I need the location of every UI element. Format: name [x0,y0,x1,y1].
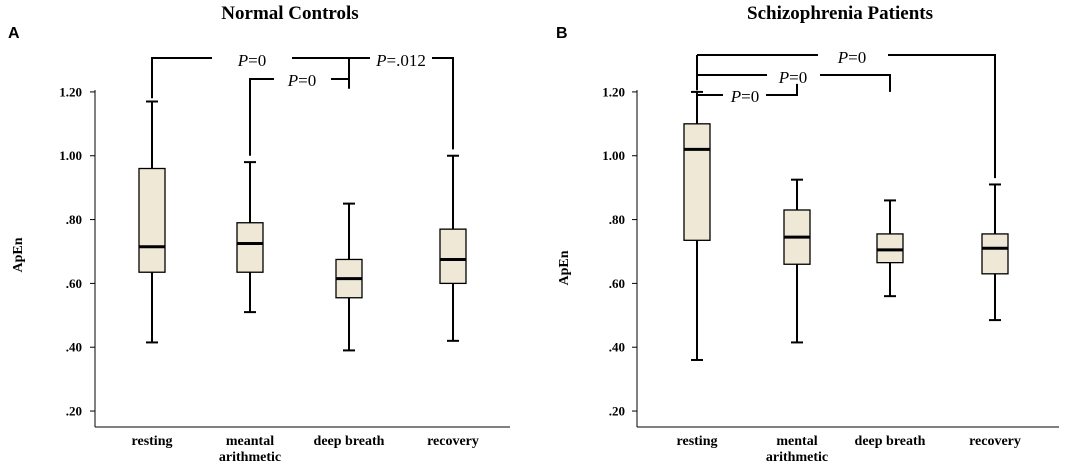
y-tick-label: .80 [609,212,625,227]
box-iqr [236,222,264,273]
y-tick-label: .20 [66,404,82,419]
y-tick-label: 1.00 [602,148,625,163]
panel-a: A Normal Controls ApEn .20 .40 .60 .80 1.00 1… [8,3,510,465]
panel-b-title: Schizophrenia Patients [747,3,933,24]
panel-b-plot: .20 .40 .60 .80 1.00 1.20 resting mental arithme… [602,48,1059,465]
box-iqr [439,228,467,285]
comparison-p-label: P=0 [837,48,866,67]
comparison-bracket [249,78,274,156]
comparison-bracket [888,54,996,179]
y-tick-label: .40 [66,340,82,355]
x-category-label: deep breath [855,434,926,449]
x-category-label: resting [132,434,173,449]
panel-b: B Schizophrenia Patients ApEn .20 .40 .60.… [556,3,1059,465]
panel-b-letter: B [556,25,568,42]
comparison-p-label: P=.012 [375,51,426,70]
x-category-label: mental arithmetic [766,434,828,465]
x-category-label: deep breath [314,434,385,449]
comparison-p-label: P=0 [287,71,316,90]
box-iqr [981,233,1009,275]
panel-a-y-axis-label: ApEn [11,237,26,272]
y-tick-label: 1.20 [59,84,82,99]
comparison-bracket [766,83,798,96]
y-tick-label: .80 [66,212,82,227]
comparison-p-label: P=0 [730,87,759,106]
y-tick-label: .20 [609,404,625,419]
x-category-label: meantal arithmetic [219,434,281,465]
comparison-p-label: P=0 [237,51,266,70]
x-category-label: recovery [427,434,479,449]
y-tick-label: 1.20 [602,84,625,99]
panel-b-y-axis-label: ApEn [557,250,572,285]
panel-a-letter: A [8,25,20,42]
x-category-label: recovery [969,434,1021,449]
y-tick-label: 1.00 [59,148,82,163]
y-tick-label: .60 [66,276,82,291]
comparison-bracket [151,57,212,99]
box-iqr [683,123,711,241]
x-category-label: resting [677,434,718,449]
y-tick-label: .60 [609,276,625,291]
comparison-p-label: P=0 [778,68,807,87]
comparison-bracket [820,74,891,92]
y-tick-label: .40 [609,340,625,355]
box-iqr [876,233,904,264]
panel-a-plot: .20 .40 .60 .80 1.00 1.20 resting meantal arithm… [59,51,510,465]
panel-a-title: Normal Controls [221,3,358,24]
comparison-bracket [432,57,454,150]
box-iqr [138,167,166,273]
